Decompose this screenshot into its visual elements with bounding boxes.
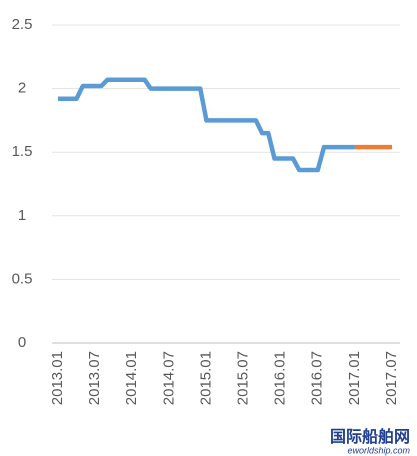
x-tick-label: 2016.07 (309, 351, 326, 405)
x-tick-label: 2017.01 (346, 351, 363, 405)
x-tick-label: 2015.07 (235, 351, 252, 405)
x-tick-label: 2016.01 (272, 351, 289, 405)
x-tick-label: 2013.07 (86, 351, 103, 405)
y-tick-label: 0.5 (12, 270, 33, 287)
watermark: 国际船舶网 (330, 427, 410, 446)
x-tick-label: 2014.01 (123, 351, 140, 405)
y-tick-label: 1 (18, 207, 26, 224)
x-tick-label: 2017.07 (383, 351, 400, 405)
y-tick-label: 1.5 (12, 143, 33, 160)
x-tick-label: 2013.01 (49, 351, 66, 405)
x-tick-label: 2014.07 (160, 351, 177, 405)
x-tick-label: 2015.01 (197, 351, 214, 405)
y-tick-label: 2.5 (12, 16, 33, 33)
watermark-sub: eworldship.com (347, 445, 410, 455)
y-tick-label: 0 (18, 334, 26, 351)
line-series (58, 77, 355, 173)
y-tick-label: 2 (18, 80, 26, 97)
